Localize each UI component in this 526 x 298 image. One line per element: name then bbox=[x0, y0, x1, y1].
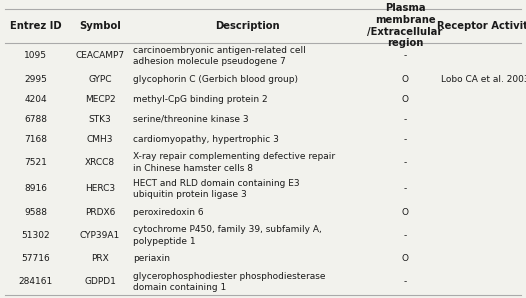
Text: periaxin: periaxin bbox=[133, 254, 170, 263]
Text: 4204: 4204 bbox=[24, 95, 47, 104]
Text: 284161: 284161 bbox=[18, 277, 53, 286]
Text: peroxiredoxin 6: peroxiredoxin 6 bbox=[133, 208, 204, 217]
Text: 2995: 2995 bbox=[24, 75, 47, 84]
Text: PRDX6: PRDX6 bbox=[85, 208, 115, 217]
Text: cytochrome P450, family 39, subfamily A,
polypeptide 1: cytochrome P450, family 39, subfamily A,… bbox=[133, 225, 322, 246]
Text: Symbol: Symbol bbox=[79, 21, 121, 31]
Text: Lobo CA et al. 2003: Lobo CA et al. 2003 bbox=[441, 75, 526, 84]
Text: Plasma
membrane
/Extracellular
region: Plasma membrane /Extracellular region bbox=[367, 4, 443, 48]
Text: 7168: 7168 bbox=[24, 135, 47, 144]
Text: Receptor Activity: Receptor Activity bbox=[437, 21, 526, 31]
Text: glycophorin C (Gerbich blood group): glycophorin C (Gerbich blood group) bbox=[133, 75, 298, 84]
Text: CMH3: CMH3 bbox=[87, 135, 113, 144]
Text: -: - bbox=[403, 135, 407, 144]
Text: HERC3: HERC3 bbox=[85, 184, 115, 193]
Text: 51302: 51302 bbox=[21, 231, 50, 240]
Text: CEACAMP7: CEACAMP7 bbox=[75, 52, 125, 60]
Text: O: O bbox=[401, 208, 409, 217]
Text: serine/threonine kinase 3: serine/threonine kinase 3 bbox=[133, 115, 249, 124]
Text: -: - bbox=[403, 158, 407, 167]
Text: MECP2: MECP2 bbox=[85, 95, 115, 104]
Text: O: O bbox=[401, 75, 409, 84]
Text: GDPD1: GDPD1 bbox=[84, 277, 116, 286]
Text: HECT and RLD domain containing E3
ubiquitin protein ligase 3: HECT and RLD domain containing E3 ubiqui… bbox=[133, 179, 300, 199]
Text: cardiomyopathy, hypertrophic 3: cardiomyopathy, hypertrophic 3 bbox=[133, 135, 279, 144]
Text: GYPC: GYPC bbox=[88, 75, 112, 84]
Text: -: - bbox=[403, 184, 407, 193]
Text: O: O bbox=[401, 95, 409, 104]
Text: X-ray repair complementing defective repair
in Chinese hamster cells 8: X-ray repair complementing defective rep… bbox=[133, 152, 335, 173]
Text: glycerophosphodiester phosphodiesterase
domain containing 1: glycerophosphodiester phosphodiesterase … bbox=[133, 271, 326, 292]
Text: -: - bbox=[403, 52, 407, 60]
Text: carcinoembryonic antigen-related cell
adhesion molecule pseudogene 7: carcinoembryonic antigen-related cell ad… bbox=[133, 46, 306, 66]
Text: 7521: 7521 bbox=[24, 158, 47, 167]
Text: CYP39A1: CYP39A1 bbox=[80, 231, 120, 240]
Text: 1095: 1095 bbox=[24, 52, 47, 60]
Text: 57716: 57716 bbox=[21, 254, 50, 263]
Text: Entrez ID: Entrez ID bbox=[9, 21, 62, 31]
Text: XRCC8: XRCC8 bbox=[85, 158, 115, 167]
Text: 6788: 6788 bbox=[24, 115, 47, 124]
Text: -: - bbox=[403, 115, 407, 124]
Text: methyl-CpG binding protein 2: methyl-CpG binding protein 2 bbox=[133, 95, 268, 104]
Text: -: - bbox=[403, 277, 407, 286]
Text: 8916: 8916 bbox=[24, 184, 47, 193]
Text: -: - bbox=[403, 231, 407, 240]
Text: PRX: PRX bbox=[91, 254, 109, 263]
Text: Description: Description bbox=[215, 21, 279, 31]
Text: STK3: STK3 bbox=[88, 115, 112, 124]
Text: O: O bbox=[401, 254, 409, 263]
Text: 9588: 9588 bbox=[24, 208, 47, 217]
